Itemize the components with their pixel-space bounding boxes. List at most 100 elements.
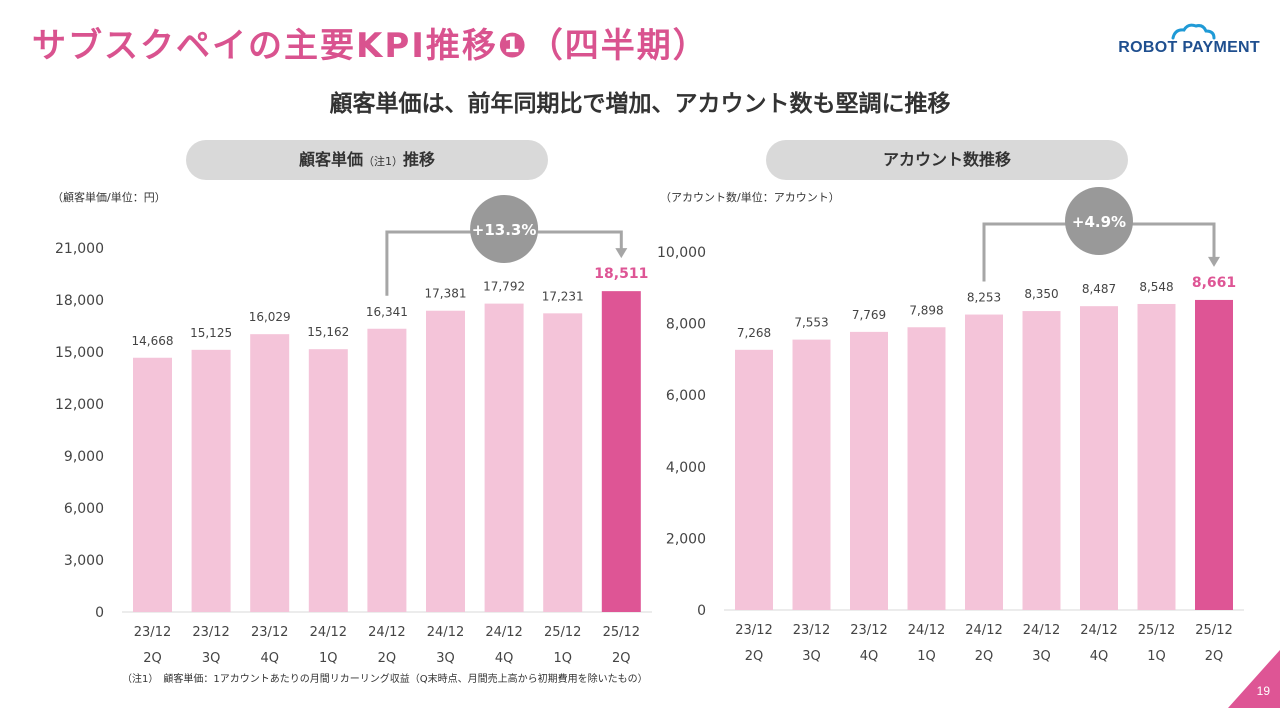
account-count-panel-title: アカウント数推移 xyxy=(766,140,1128,180)
unit-price-value-label: 15,125 xyxy=(190,326,232,340)
unit-price-x-tick-label: 3Q xyxy=(436,651,455,666)
account-count-value-label: 7,553 xyxy=(794,316,828,330)
unit-price-value-label: 17,231 xyxy=(542,289,584,303)
account-count-value-label: 7,268 xyxy=(737,326,771,340)
account-count-y-tick-label: 6,000 xyxy=(666,388,706,404)
account-count-y-tick-label: 10,000 xyxy=(657,245,706,261)
unit-price-bar xyxy=(308,349,348,612)
account-count-x-tick-label: 4Q xyxy=(1090,649,1109,664)
unit-price-growth-arrow-head xyxy=(615,248,628,259)
unit-price-y-tick-label: 21,000 xyxy=(55,241,104,257)
account-count-x-tick-label: 25/12 xyxy=(1195,623,1232,638)
unit-price-bar xyxy=(426,310,465,612)
unit-price-y-tick-label: 12,000 xyxy=(55,397,104,413)
unit-price-bar xyxy=(133,357,172,612)
account-count-bar xyxy=(1195,299,1233,610)
account-count-x-tick-label: 25/12 xyxy=(1138,623,1175,638)
unit-price-x-tick-label: 1Q xyxy=(319,651,338,666)
unit-price-x-tick-label: 25/12 xyxy=(544,625,581,640)
account-count-x-tick-label: 3Q xyxy=(802,649,821,664)
page-number: 19 xyxy=(1256,684,1270,698)
account-count-value-label: 8,548 xyxy=(1139,280,1173,294)
account-count-x-tick-label: 2Q xyxy=(1205,649,1224,664)
footnote: （注1） 顧客単価：1アカウントあたりの月間リカーリング収益（Q末時点、月間売上… xyxy=(122,674,648,685)
unit-price-y-tick-label: 6,000 xyxy=(64,501,104,517)
unit-price-growth-label: +13.3% xyxy=(472,221,537,239)
account-count-value-label: 8,253 xyxy=(967,291,1001,305)
unit-price-x-tick-label: 3Q xyxy=(202,651,221,666)
unit-price-value-label: 17,792 xyxy=(483,280,525,294)
account-count-y-tick-label: 0 xyxy=(697,603,706,619)
unit-price-x-tick-label: 2Q xyxy=(612,651,631,666)
unit-price-value-label: 14,668 xyxy=(132,334,174,348)
account-count-bar xyxy=(735,349,773,610)
unit-price-y-tick-label: 9,000 xyxy=(64,449,104,465)
unit-price-value-label: 18,511 xyxy=(594,266,648,282)
company-logo: ROBOT PAYMENT xyxy=(1115,20,1260,62)
account-count-x-tick-label: 2Q xyxy=(975,649,994,664)
account-count-x-tick-label: 2Q xyxy=(745,649,764,664)
account-count-x-tick-label: 24/12 xyxy=(1023,623,1060,638)
unit-price-x-tick-label: 24/12 xyxy=(368,625,405,640)
unit-price-x-tick-label: 2Q xyxy=(143,651,162,666)
unit-price-bar xyxy=(191,349,231,612)
unit-price-title-suffix: 推移 xyxy=(403,150,436,169)
unit-price-bar xyxy=(367,328,407,612)
unit-price-x-tick-label: 2Q xyxy=(378,651,397,666)
account-count-value-label: 7,898 xyxy=(909,303,943,317)
account-count-y-tick-label: 8,000 xyxy=(666,317,706,333)
account-count-unit-label: （アカウント数/単位：アカウント） xyxy=(660,191,840,204)
unit-price-value-label: 15,162 xyxy=(307,325,349,339)
account-count-growth-label: +4.9% xyxy=(1072,213,1126,231)
unit-price-bar xyxy=(543,313,583,612)
unit-price-bar xyxy=(484,303,524,612)
account-count-bar xyxy=(965,314,1003,610)
account-count-x-tick-label: 1Q xyxy=(917,649,936,664)
account-count-x-tick-label: 24/12 xyxy=(965,623,1002,638)
account-count-growth-arrow-head xyxy=(1208,256,1220,267)
account-count-x-tick-label: 23/12 xyxy=(850,623,887,638)
unit-price-x-tick-label: 4Q xyxy=(260,651,279,666)
unit-price-bar xyxy=(250,334,290,612)
unit-price-y-tick-label: 15,000 xyxy=(55,345,104,361)
logo-text: ROBOT PAYMENT xyxy=(1118,39,1260,56)
unit-price-y-tick-label: 18,000 xyxy=(55,293,104,309)
unit-price-unit-label: （顧客単価/単位：円） xyxy=(52,191,166,204)
account-count-value-label: 7,769 xyxy=(852,308,886,322)
account-count-x-tick-label: 23/12 xyxy=(735,623,772,638)
unit-price-y-tick-label: 3,000 xyxy=(64,553,104,569)
unit-price-x-tick-label: 4Q xyxy=(495,651,514,666)
account-count-bar xyxy=(850,331,888,610)
unit-price-title-note: （注1） xyxy=(363,155,403,168)
unit-price-y-tick-label: 0 xyxy=(95,605,104,621)
account-count-y-tick-label: 2,000 xyxy=(666,531,706,547)
account-count-x-tick-label: 3Q xyxy=(1032,649,1051,664)
unit-price-x-tick-label: 23/12 xyxy=(251,625,288,640)
unit-price-growth-bubble xyxy=(470,195,539,263)
account-count-x-tick-label: 4Q xyxy=(860,649,879,664)
account-count-bar xyxy=(1137,303,1176,610)
account-count-bar xyxy=(792,339,831,610)
account-count-bar xyxy=(1022,311,1061,610)
unit-price-x-tick-label: 25/12 xyxy=(603,625,640,640)
unit-price-title-text: 顧客単価 xyxy=(298,150,363,169)
account-count-y-tick-label: 4,000 xyxy=(666,460,706,476)
account-count-x-tick-label: 1Q xyxy=(1147,649,1166,664)
account-count-value-label: 8,350 xyxy=(1024,287,1058,301)
unit-price-x-tick-label: 23/12 xyxy=(134,625,171,640)
unit-price-value-label: 17,381 xyxy=(425,287,467,301)
unit-price-x-tick-label: 24/12 xyxy=(310,625,347,640)
slide-subtitle: 顧客単価は、前年同期比で増加、アカウント数も堅調に推移 xyxy=(329,91,951,117)
unit-price-x-tick-label: 24/12 xyxy=(485,625,522,640)
account-count-value-label: 8,661 xyxy=(1192,275,1236,291)
unit-price-value-label: 16,341 xyxy=(366,305,408,319)
account-count-bar xyxy=(1080,306,1118,610)
account-count-x-tick-label: 23/12 xyxy=(793,623,830,638)
page-title: サブスクペイの主要KPI推移❶（四半期） xyxy=(32,26,709,66)
unit-price-panel-title: 顧客単価（注1）推移 xyxy=(186,140,548,180)
unit-price-chart: 0 3,000 6,000 9,000 12,000 15,000 18,000 21,000… xyxy=(55,195,652,666)
cloud-icon xyxy=(1171,23,1216,40)
page-corner-decoration xyxy=(1228,650,1280,708)
unit-price-x-tick-label: 1Q xyxy=(553,651,572,666)
account-count-value-label: 8,487 xyxy=(1082,282,1116,296)
